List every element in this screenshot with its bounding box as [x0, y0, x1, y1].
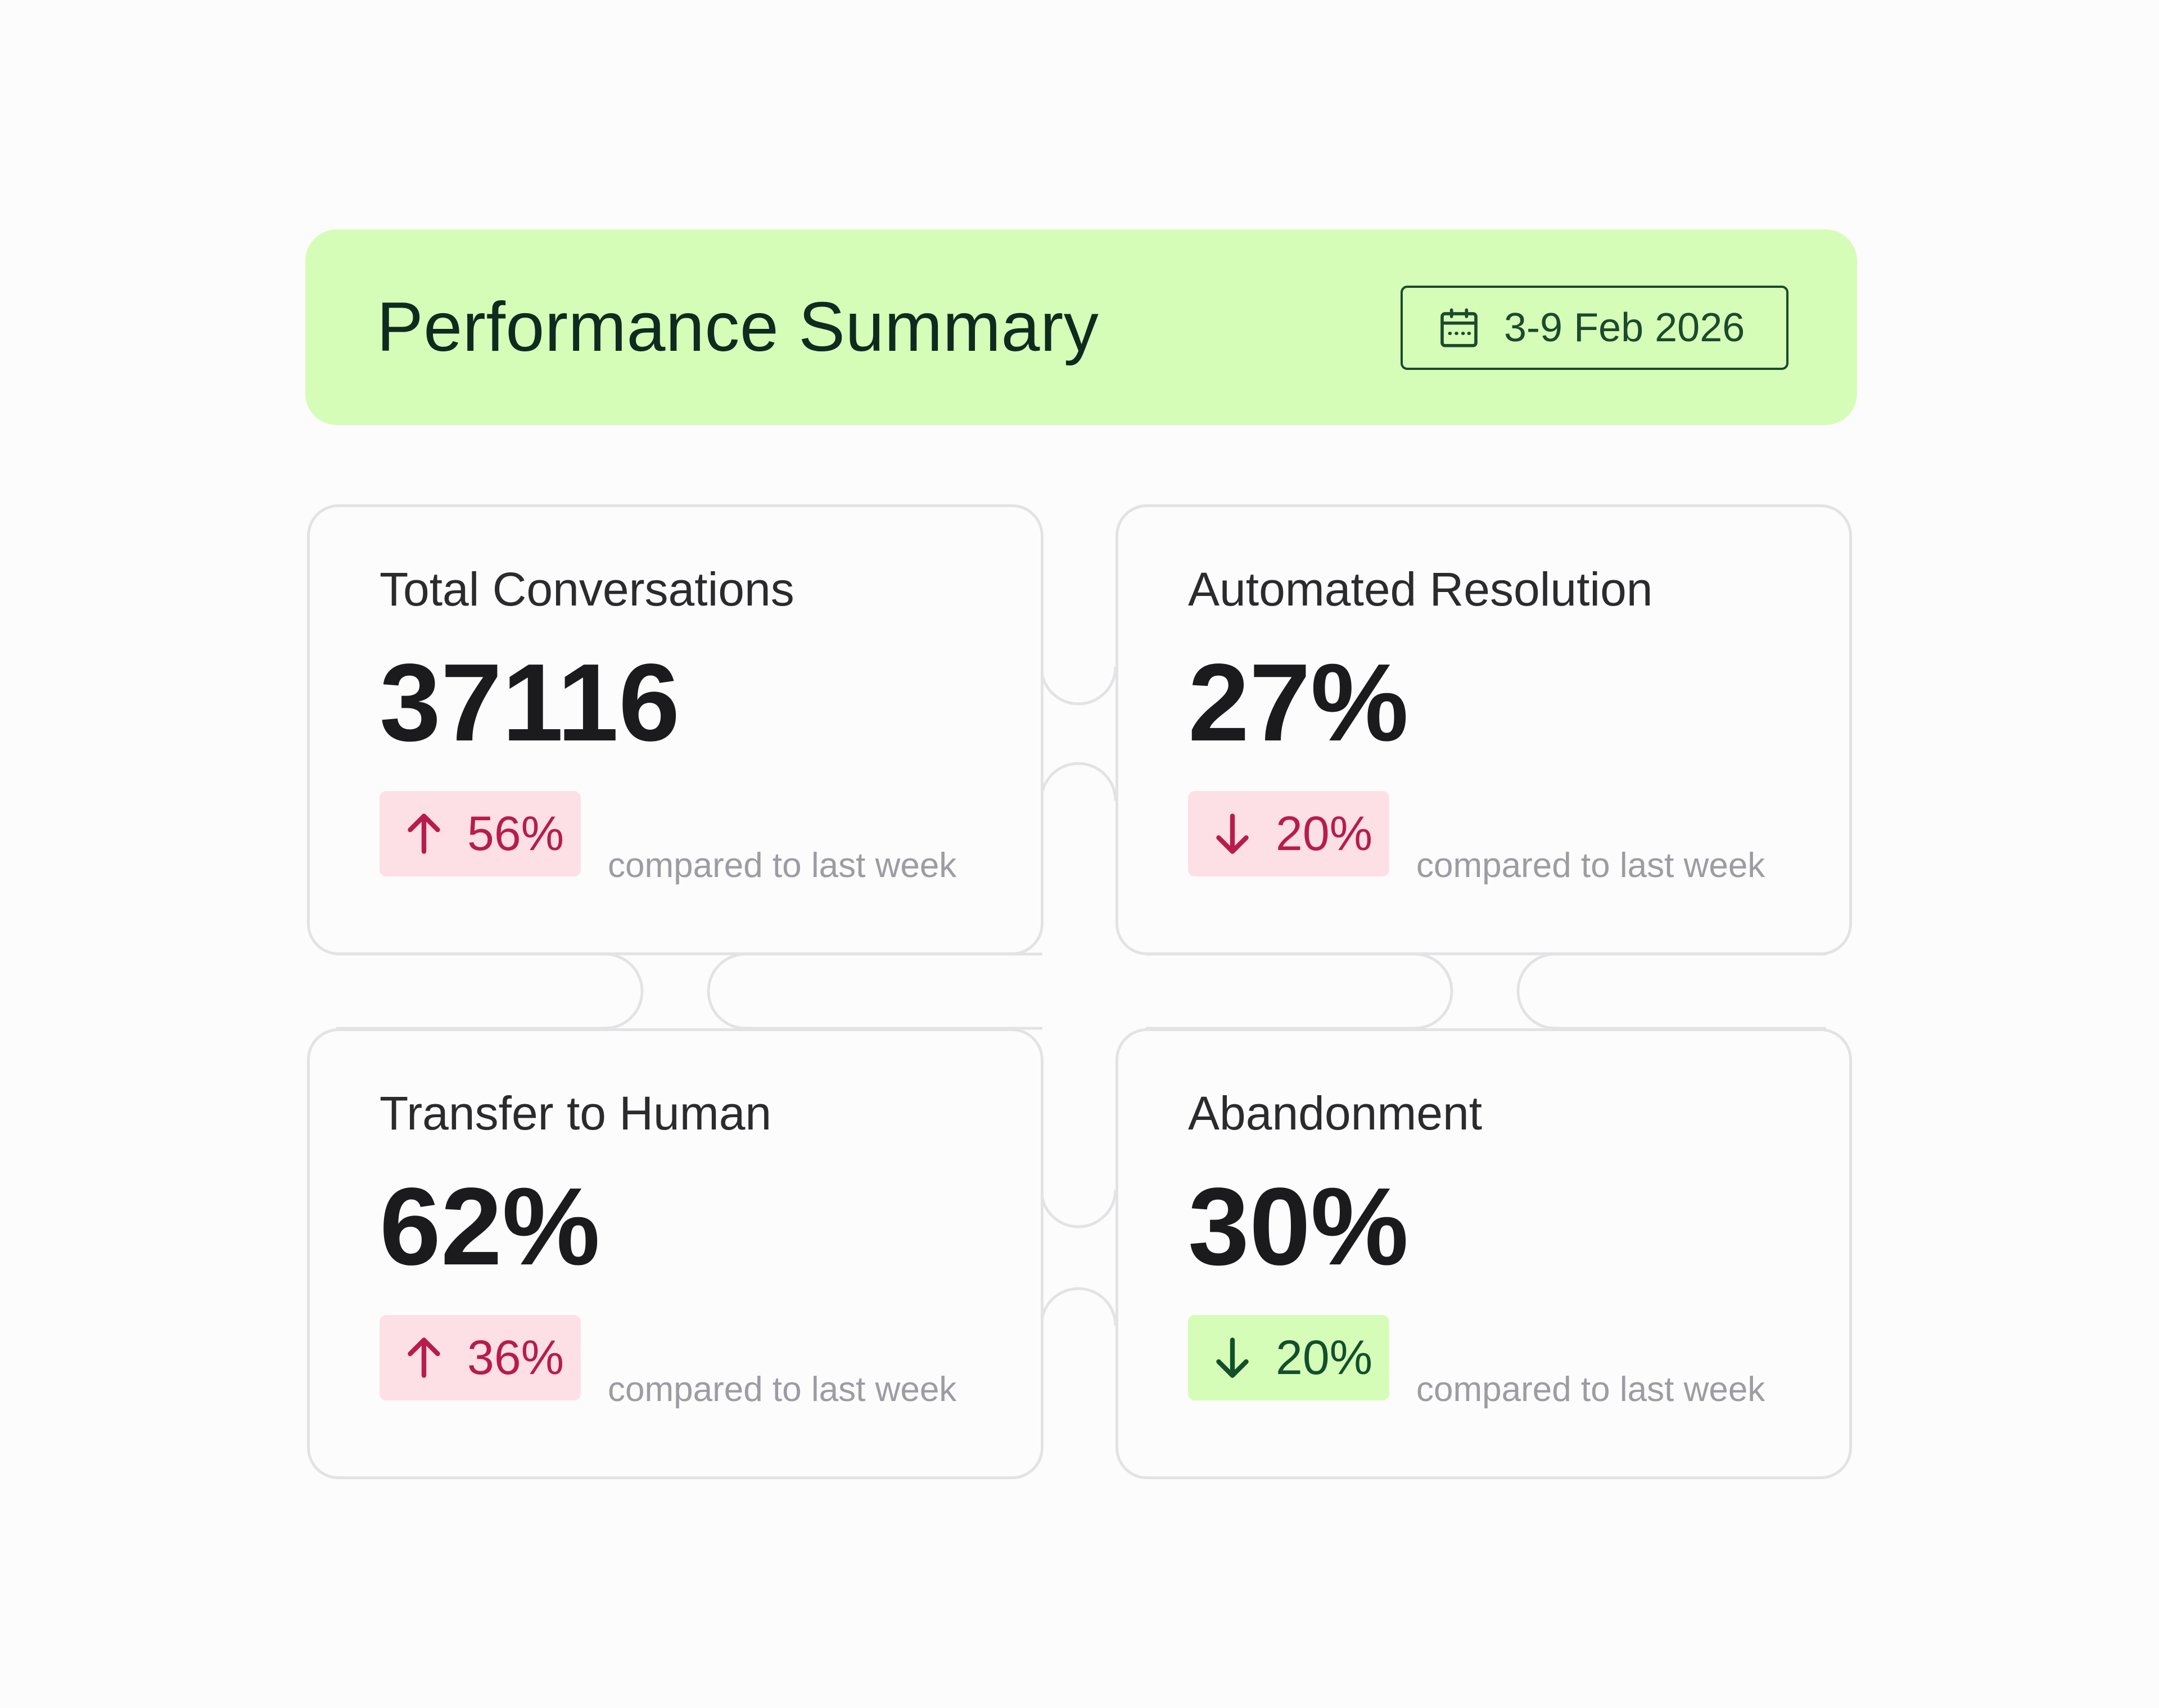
performance-summary-header: Performance Summary 3-9 Feb 2026 — [305, 229, 1857, 425]
delta-badge: 56% — [380, 791, 581, 876]
delta-badge: 20% — [1188, 1315, 1389, 1400]
card-title: Transfer to Human — [380, 1087, 772, 1140]
delta-value: 56% — [467, 806, 564, 861]
card-title: Total Conversations — [380, 563, 794, 616]
card-value: 27% — [1188, 641, 1409, 764]
comparison-label: compared to last week — [1416, 1370, 1765, 1409]
delta-badge: 20% — [1188, 791, 1389, 876]
date-range-button[interactable]: 3-9 Feb 2026 — [1401, 286, 1788, 370]
delta-value: 20% — [1276, 1330, 1373, 1385]
metric-card-transfer-to-human: Transfer to Human 62% 36% compared to la… — [307, 1028, 1044, 1479]
arrow-up-icon — [408, 1338, 440, 1378]
delta-value: 20% — [1276, 806, 1373, 861]
card-title: Automated Resolution — [1188, 563, 1653, 616]
comparison-label: compared to last week — [608, 1370, 957, 1409]
arrow-down-icon — [1216, 1338, 1249, 1378]
comparison-label: compared to last week — [1416, 846, 1765, 885]
delta-value: 36% — [467, 1330, 564, 1385]
arrow-up-icon — [408, 814, 440, 854]
card-value: 30% — [1188, 1165, 1409, 1288]
metric-card-total-conversations: Total Conversations 37116 56% compared t… — [307, 504, 1044, 955]
comparison-label: compared to last week — [608, 846, 957, 885]
delta-badge: 36% — [380, 1315, 581, 1400]
arrow-down-icon — [1216, 814, 1249, 854]
metric-card-automated-resolution: Automated Resolution 27% 20% compared to… — [1115, 504, 1852, 955]
date-range-label: 3-9 Feb 2026 — [1504, 305, 1745, 350]
card-value: 62% — [380, 1165, 600, 1288]
page-title: Performance Summary — [377, 288, 1099, 366]
metric-card-abandonment: Abandonment 30% 20% compared to last wee… — [1115, 1028, 1852, 1479]
card-title: Abandonment — [1188, 1087, 1483, 1140]
calendar-icon — [1440, 308, 1478, 347]
card-value: 37116 — [380, 641, 680, 764]
